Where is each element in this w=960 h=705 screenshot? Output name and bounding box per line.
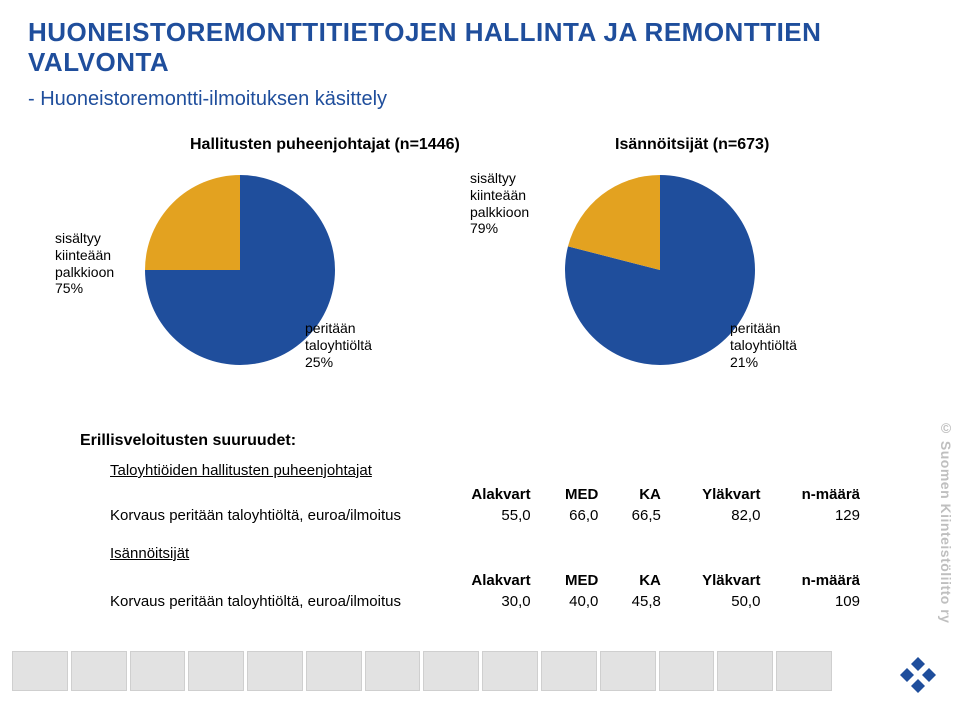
page-title: HUONEISTOREMONTTITIETOJEN HALLINTA JA RE… (0, 0, 960, 82)
pie-right-main-label: sisältyykiinteäänpalkkioon79% (470, 170, 529, 237)
footer (0, 650, 960, 705)
copyright-side: © Suomen Kiinteistöliitto ry (938, 420, 954, 623)
t2-v3: 45,8 (608, 591, 671, 612)
t1-v1: 55,0 (440, 505, 541, 526)
col-nmaara: n-määrä (770, 484, 870, 505)
table-1-row: Korvaus peritään taloyhtiöltä, euroa/ilm… (110, 505, 870, 526)
col-ka: KA (608, 484, 671, 505)
table-2-header-row: Alakvart MED KA Yläkvart n-määrä (110, 570, 870, 591)
building-silhouette (12, 651, 832, 691)
col-empty (110, 484, 440, 505)
table-2: Alakvart MED KA Yläkvart n-määrä Korvaus… (110, 570, 870, 612)
col-ylakvart: Yläkvart (671, 484, 771, 505)
section-header: Erillisveloitusten suuruudet: (80, 432, 296, 450)
t2-v2: 40,0 (541, 591, 609, 612)
col-empty-2 (110, 570, 440, 591)
table-2-row: Korvaus peritään taloyhtiöltä, euroa/ilm… (110, 591, 870, 612)
pie-left-alt-label: peritääntaloyhtiöltä25% (305, 320, 372, 370)
t2-v1: 30,0 (440, 591, 541, 612)
t2-v4: 50,0 (671, 591, 771, 612)
t1-v5: 129 (770, 505, 870, 526)
pie-right-alt-label: peritääntaloyhtiöltä21% (730, 320, 797, 370)
col-med-2: MED (541, 570, 609, 591)
t2-v5: 109 (770, 591, 870, 612)
row-label: Korvaus peritään taloyhtiöltä, euroa/ilm… (110, 505, 440, 526)
t1-v3: 66,5 (608, 505, 671, 526)
sub-header-1: Taloyhtiöiden hallitusten puheenjohtajat (110, 462, 372, 479)
col-med: MED (541, 484, 609, 505)
subtitle: - Huoneistoremontti-ilmoituksen käsittel… (0, 82, 960, 111)
pie-left-main-label: sisältyykiinteäänpalkkioon75% (55, 230, 114, 297)
t1-v4: 82,0 (671, 505, 771, 526)
logo-icon (898, 655, 938, 695)
table-1-header-row: Alakvart MED KA Yläkvart n-määrä (110, 484, 870, 505)
table-1: Alakvart MED KA Yläkvart n-määrä Korvaus… (110, 484, 870, 526)
col-ylakvart-2: Yläkvart (671, 570, 771, 591)
row-label-2: Korvaus peritään taloyhtiöltä, euroa/ilm… (110, 591, 440, 612)
t1-v2: 66,0 (541, 505, 609, 526)
sub-header-2: Isännöitsijät (110, 545, 189, 562)
col-ka-2: KA (608, 570, 671, 591)
title-line-2: VALVONTA (28, 47, 169, 77)
title-line-1: HUONEISTOREMONTTITIETOJEN HALLINTA JA RE… (28, 17, 821, 47)
col-alakvart: Alakvart (440, 484, 541, 505)
group-left-label: Hallitusten puheenjohtajat (n=1446) (190, 136, 460, 154)
col-nmaara-2: n-määrä (770, 570, 870, 591)
col-alakvart-2: Alakvart (440, 570, 541, 591)
group-right-label: Isännöitsijät (n=673) (615, 136, 769, 154)
